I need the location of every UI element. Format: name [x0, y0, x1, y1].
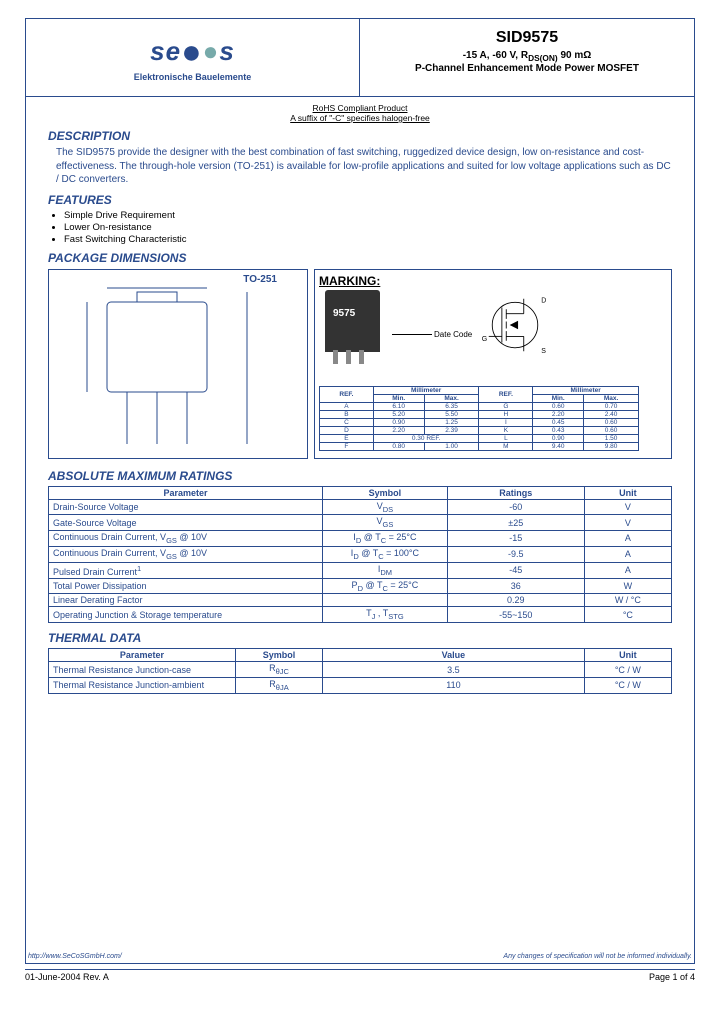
thermal-row: Thermal Resistance Junction-ambientRθJA1…	[49, 678, 672, 694]
abs-max-table: Parameter Symbol Ratings Unit Drain-Sour…	[48, 486, 672, 624]
content: RoHS Compliant Product A suffix of "-C" …	[26, 97, 694, 700]
dim-row: E0.30 REF.L0.901.50	[320, 434, 639, 442]
abs-row: Linear Derating Factor0.29W / °C	[49, 594, 672, 607]
th-th: Unit	[584, 649, 671, 662]
spec-val: 90 mΩ	[558, 50, 592, 61]
chip-icon: 9575	[325, 290, 380, 352]
abs-row: Drain-Source VoltageVDS-60V	[49, 499, 672, 515]
rev-date: 01-June-2004 Rev. A	[25, 972, 109, 982]
footer-url: http://www.SeCoSGmbH.com/	[28, 953, 122, 960]
abs-th: Unit	[584, 486, 671, 499]
mosfet-symbol-icon: D G S	[480, 290, 550, 360]
dim-th: REF.	[479, 386, 533, 402]
marking-heading: MARKING:	[319, 274, 667, 288]
abs-row: Total Power DissipationPD @ TC = 25°C36W	[49, 578, 672, 594]
features-list: Simple Drive Requirement Lower On-resist…	[64, 210, 672, 245]
header: se●●s Elektronische Bauelemente SID9575 …	[26, 19, 694, 97]
abs-th: Ratings	[447, 486, 584, 499]
logo-subtitle: Elektronische Bauelemente	[134, 72, 252, 82]
part-type: P-Channel Enhancement Mode Power MOSFET	[360, 63, 694, 74]
pin-s: S	[542, 348, 547, 355]
features-heading: FEATURES	[48, 193, 672, 207]
thermal-table: Parameter Symbol Value Unit Thermal Resi…	[48, 648, 672, 694]
feature-item: Simple Drive Requirement	[64, 210, 672, 221]
datecode-label: Date Code	[392, 330, 472, 339]
description-text: The SID9575 provide the designer with th…	[56, 146, 672, 187]
abs-row: Operating Junction & Storage temperature…	[49, 607, 672, 623]
rohs-note: RoHS Compliant Product A suffix of "-C" …	[48, 103, 672, 123]
th-th: Value	[323, 649, 585, 662]
rohs-2: A suffix of "-C" specifies halogen-free	[290, 113, 430, 123]
page-number: Page 1 of 4	[649, 972, 695, 982]
abs-th: Symbol	[323, 486, 448, 499]
chip-number: 9575	[333, 308, 355, 319]
abs-heading: ABSOLUTE MAXIMUM RATINGS	[48, 469, 672, 483]
bottom-bar: 01-June-2004 Rev. A Page 1 of 4	[25, 969, 695, 982]
dim-row: F0.801.00M9.409.80	[320, 442, 639, 450]
title-box: SID9575 -15 A, -60 V, RDS(ON) 90 mΩ P-Ch…	[360, 19, 694, 96]
abs-row: Continuous Drain Current, VGS @ 10VID @ …	[49, 546, 672, 562]
th-th: Symbol	[235, 649, 322, 662]
package-row: TO-251 MARKING:	[48, 269, 672, 459]
dim-row: B5.205.50H2.202.40	[320, 410, 639, 418]
description-heading: DESCRIPTION	[48, 129, 672, 143]
dimension-table: REF. Millimeter REF. Millimeter Min.Max.…	[319, 386, 639, 451]
package-outline-icon	[77, 284, 277, 454]
spec-line: -15 A, -60 V, R	[463, 50, 528, 61]
th-th: Parameter	[49, 649, 236, 662]
rohs-1: RoHS Compliant Product	[313, 103, 408, 113]
dim-th: REF.	[320, 386, 374, 402]
pin-d: D	[542, 297, 547, 304]
thermal-row: Thermal Resistance Junction-caseRθJC3.5°…	[49, 662, 672, 678]
abs-row: Gate-Source VoltageVGS±25V	[49, 515, 672, 531]
abs-th: Parameter	[49, 486, 323, 499]
logo-text: se●●s	[150, 33, 235, 72]
dim-th: Millimeter	[533, 386, 639, 394]
feature-item: Fast Switching Characteristic	[64, 234, 672, 245]
thermal-heading: THERMAL DATA	[48, 631, 672, 645]
footer-disclaimer: Any changes of specification will not be…	[503, 953, 692, 960]
part-spec: -15 A, -60 V, RDS(ON) 90 mΩ	[360, 50, 694, 63]
page-frame: se●●s Elektronische Bauelemente SID9575 …	[25, 18, 695, 964]
pin-g: G	[482, 335, 487, 342]
part-number: SID9575	[360, 29, 694, 47]
dim-row: A6.106.35G0.600.70	[320, 402, 639, 410]
dim-row: C0.901.25I0.450.60	[320, 418, 639, 426]
dim-th: Millimeter	[373, 386, 479, 394]
feature-item: Lower On-resistance	[64, 222, 672, 233]
spec-sub: DS(ON)	[528, 53, 558, 63]
abs-row: Continuous Drain Current, VGS @ 10VID @ …	[49, 531, 672, 547]
logo-box: se●●s Elektronische Bauelemente	[26, 19, 360, 96]
package-heading: PACKAGE DIMENSIONS	[48, 251, 672, 265]
package-drawing-box: TO-251	[48, 269, 308, 459]
dim-row: D2.202.39K0.430.60	[320, 426, 639, 434]
marking-box: MARKING: 9575 Date Code	[314, 269, 672, 459]
abs-row: Pulsed Drain Current1IDM-45A	[49, 562, 672, 578]
